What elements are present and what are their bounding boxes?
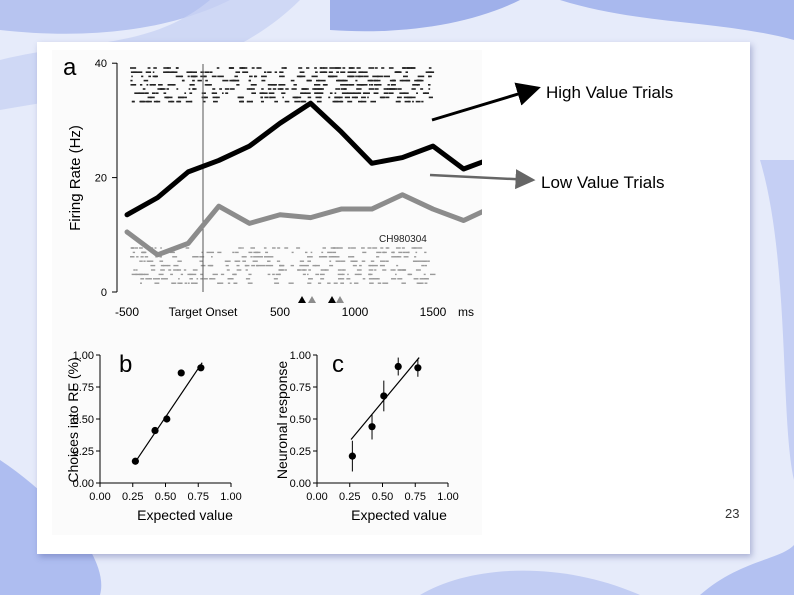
x-tick-label: 0.25 [339,491,360,503]
x-tick-label: 0.25 [122,491,143,503]
data-point [348,452,356,460]
high-value-arrow [431,82,541,122]
panel-a-x-tick-label: 500 [270,305,290,319]
panel-c: c Neuronal response Expected value 0.000… [274,350,459,523]
data-point [380,392,388,400]
high-value-line [124,100,482,218]
panel-a-x-tick-label: 1000 [342,305,369,319]
panel-c-plot: 0.000.00 0.25 0.25 0.50 0.50 0.75 0.75 1.00 1.00 [290,350,459,503]
panel-b-xlabel: Expected value [137,507,233,523]
panel-a-x-tick-label: 1500 [420,305,447,319]
event-markers [298,296,344,303]
x-tick-label: 0.50 [372,491,393,503]
y-tick-label: 0.25 [73,446,94,458]
panel-a: a Firing Rate (Hz) 0 20 40 CH980304 -500 Ta… [63,54,482,319]
data-point [131,457,139,465]
data-point [368,423,376,431]
data-point [414,364,422,372]
slide-number: 23 [725,506,740,521]
x-tick-label: 0.00 [306,491,327,503]
data-point [151,426,159,435]
x-tick-label: 0.50 [155,491,176,503]
data-point [197,364,205,372]
panel-a-y-tick-label: 20 [95,173,107,185]
panel-a-x-tick-label: ms [458,305,474,319]
panel-a-x-tick-label: Target Onset [169,305,238,319]
data-point [177,369,185,377]
panel-a-y-tick-label: 40 [95,58,107,70]
low-value-arrow [429,169,536,190]
x-tick-label: 1.00 [220,491,241,503]
panel-a-series [124,100,482,258]
y-tick-label: 0.00 [73,478,94,490]
panel-a-y-tick-label: 0 [101,287,107,299]
event-marker-low [308,296,316,303]
y-tick-label: 0.50 [73,414,94,426]
y-tick-label: 1.00 [73,350,94,362]
event-marker-high [298,296,306,303]
panel-a-x-tick-label: -500 [115,305,139,319]
panel-b-ylabel: Choices into RF (%) [65,357,81,482]
high-value-callout: High Value Trials [546,83,674,102]
panel-b-plot: 0.000.00 0.25 0.25 0.50 0.50 0.75 0.75 1.00 1.00 [73,350,242,503]
fit-line [133,362,203,465]
panel-a-x-tick-labels: -500 Target Onset 500 1000 1500 ms [115,305,474,319]
event-marker-low [336,296,344,303]
data-point [394,362,402,371]
low-value-line [124,192,482,258]
recording-id: CH980304 [379,234,427,245]
data-point [163,415,171,423]
x-tick-label: 1.00 [437,491,458,503]
y-tick-label: 0.50 [290,414,311,426]
event-marker-high [328,296,336,303]
spike-raster [130,67,436,284]
x-tick-label: 0.75 [405,491,426,503]
figure-svg: a Firing Rate (Hz) 0 20 40 CH980304 -500 Ta… [63,54,482,523]
y-tick-label: 0.25 [290,446,311,458]
low-value-callout: Low Value Trials [541,173,665,192]
figure-panel: a Firing Rate (Hz) 0 20 40 CH980304 -500 Ta… [52,50,482,535]
panel-a-label: a [63,54,77,81]
panel-b-label: b [119,351,132,378]
x-tick-label: 0.75 [188,491,209,503]
x-tick-label: 0.00 [89,491,110,503]
y-tick-label: 0.75 [290,382,311,394]
panel-a-y-ticks: 0 20 40 [95,58,117,299]
panel-c-ylabel: Neuronal response [274,361,290,480]
panel-a-ylabel: Firing Rate (Hz) [67,125,84,231]
panel-c-label: c [332,351,344,378]
y-tick-label: 1.00 [290,350,311,362]
panel-b: b Choices into RF (%) Expected value 0.0… [65,350,242,523]
panel-c-xlabel: Expected value [351,507,447,523]
y-tick-label: 0.00 [290,478,311,490]
y-tick-label: 0.75 [73,382,94,394]
